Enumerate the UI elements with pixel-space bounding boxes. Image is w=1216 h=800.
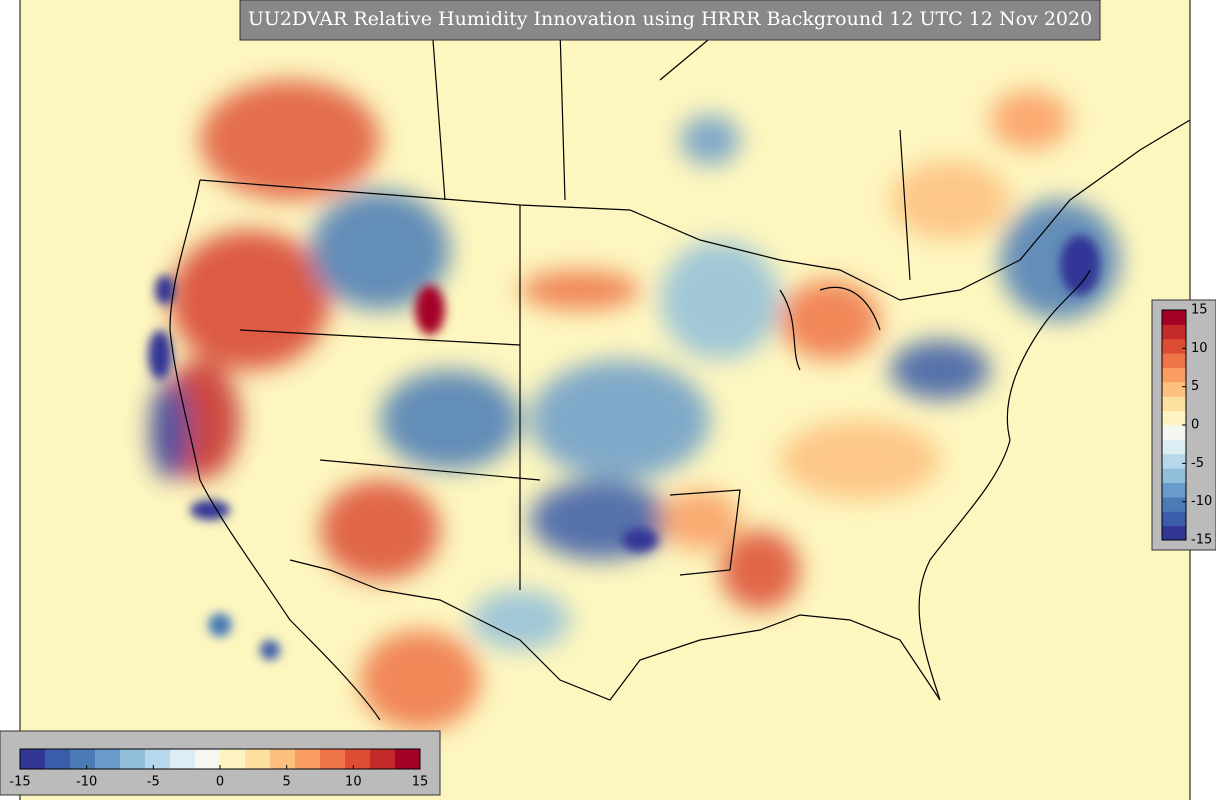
colorbar-swatch [345,749,371,769]
colorbar-swatch [270,749,296,769]
colorbar-swatch [1162,453,1186,469]
colorbar-swatch [1162,381,1186,397]
colorbar-tick-label: -10 [76,775,97,790]
colorbar-tick-label: 15 [1191,303,1208,318]
colorbar-swatch [45,749,71,769]
colorbar-swatch [1162,525,1186,541]
colorbar-swatch [70,749,96,769]
colorbar-tick-label: 10 [345,775,362,790]
colorbar-tick-label: 0 [1191,418,1199,433]
colorbar-swatch [1162,338,1186,354]
colorbar-tick-label: -5 [1191,456,1204,471]
title-box [239,0,1101,41]
colorbar-swatch [170,749,196,769]
colorbar-swatch [1162,468,1186,483]
colorbar-tick-label: 5 [1191,379,1199,394]
colorbar-swatch [120,749,146,769]
colorbar-swatch [95,749,121,769]
colorbar-tick-label: -15 [9,775,30,790]
colorbar-swatch [295,749,321,769]
colorbar-tick-label: -15 [1191,533,1212,548]
colorbar-swatch [1162,496,1186,512]
colorbar-swatch [1162,482,1186,498]
colorbar-tick-label: 15 [412,775,429,790]
colorbar-tick-label: -5 [147,775,160,790]
colorbar-swatch [1162,396,1186,412]
colorbar-swatch [1162,324,1186,340]
colorbar-swatch [1162,439,1186,455]
colorbar-swatch [1162,353,1186,368]
colorbar-swatch [195,749,221,769]
colorbar-tick-label: 5 [283,775,291,790]
colorbar-swatch [1162,367,1186,383]
colorbar-swatch [1162,511,1186,527]
colorbar-swatch [1162,410,1186,426]
colorbar-swatch [20,749,46,769]
colorbar-tick-label: 10 [1191,341,1208,356]
colorbar-swatch [1162,310,1186,325]
map-title: UU2DVAR Relative Humidity Innovation usi… [248,8,1092,30]
colorbar-swatch [395,749,421,769]
coastlines-borders [169,0,1191,721]
innovation-field [150,80,1120,730]
colorbar-tick-label: 0 [216,775,224,790]
colorbar-swatch [370,749,396,769]
colorbar-swatch [320,749,346,769]
colorbar-swatch [245,749,271,769]
colorbar-swatch [220,749,246,769]
colorbar-swatch [145,749,171,769]
colorbar-tick-label: -10 [1191,494,1212,509]
colorbar-swatch [1162,425,1186,440]
